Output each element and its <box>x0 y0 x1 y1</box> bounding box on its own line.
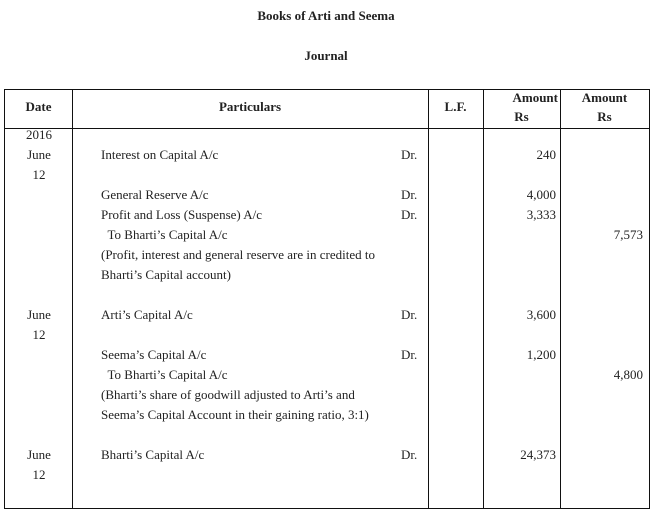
journal-line: Profit and Loss (Suspense) A/c Dr. 3,333 <box>5 205 651 225</box>
header-amount-2-unit: Rs <box>597 109 612 124</box>
journal-line: June Interest on Capital A/c Dr. 240 <box>5 145 651 165</box>
header-divider <box>5 128 649 129</box>
date-cell: June <box>27 447 51 462</box>
date-cell: 12 <box>32 167 46 182</box>
journal-line: 12 <box>5 325 651 345</box>
debit-amount: 240 <box>536 147 557 162</box>
header-particulars: Particulars <box>218 99 282 114</box>
document-title: Books of Arti and Seema <box>257 8 395 23</box>
journal-line: June Arti’s Capital A/c Dr. 3,600 <box>5 305 651 325</box>
journal-line <box>5 285 651 305</box>
header-lf: L.F. <box>444 99 467 114</box>
credit-amount: 4,800 <box>613 367 643 382</box>
journal-line: June Bharti’s Capital A/c Dr. 24,373 <box>5 445 651 465</box>
particulars-cell: (Profit, interest and general reserve ar… <box>101 247 375 262</box>
dr-marker: Dr. <box>401 307 418 322</box>
particulars-cell: To Bharti’s Capital A/c <box>101 227 228 242</box>
journal-line: 2016 <box>5 125 651 145</box>
particulars-cell: General Reserve A/c <box>101 187 209 202</box>
date-cell: 12 <box>32 327 46 342</box>
journal-line: 12 <box>5 165 651 185</box>
date-cell: June <box>27 307 51 322</box>
particulars-cell: To Bharti’s Capital A/c <box>101 367 228 382</box>
journal-line: To Bharti’s Capital A/c 4,800 <box>5 365 651 385</box>
dr-marker: Dr. <box>401 207 418 222</box>
debit-amount: 1,200 <box>526 347 556 362</box>
debit-amount: 3,333 <box>526 207 556 222</box>
column-divider <box>560 90 561 508</box>
journal-line: Seema’s Capital A/c Dr. 1,200 <box>5 345 651 365</box>
particulars-cell: Bharti’s Capital account) <box>101 267 231 282</box>
header-amount-2: Amount <box>581 90 628 105</box>
date-cell: 2016 <box>26 127 52 142</box>
particulars-cell: Seema’s Capital A/c <box>101 347 207 362</box>
column-divider <box>72 90 73 508</box>
dr-marker: Dr. <box>401 187 418 202</box>
particulars-cell: Seema’s Capital Account in their gaining… <box>101 407 369 422</box>
journal-table: Date Particulars L.F. Amount Rs Amount R… <box>4 89 650 509</box>
journal-line: To Bharti’s Capital A/c 7,573 <box>5 225 651 245</box>
journal-line: 12 <box>5 465 651 485</box>
header-amount-1-unit: Rs <box>514 109 529 124</box>
debit-amount: 4,000 <box>526 187 556 202</box>
journal-line: (Bharti’s share of goodwill adjusted to … <box>5 385 651 405</box>
credit-amount: 7,573 <box>613 227 643 242</box>
dr-marker: Dr. <box>401 147 418 162</box>
header-amount-1: Amount <box>512 90 558 105</box>
particulars-cell: Interest on Capital A/c <box>101 147 219 162</box>
date-cell: June <box>27 147 51 162</box>
particulars-cell: (Bharti’s share of goodwill adjusted to … <box>101 387 355 402</box>
column-divider <box>483 90 484 508</box>
particulars-cell: Bharti’s Capital A/c <box>101 447 205 462</box>
journal-line: (Profit, interest and general reserve ar… <box>5 245 651 265</box>
header-date: Date <box>25 99 52 114</box>
dr-marker: Dr. <box>401 447 418 462</box>
column-divider <box>428 90 429 508</box>
particulars-cell: Arti’s Capital A/c <box>101 307 193 322</box>
journal-line <box>5 425 651 445</box>
debit-amount: 24,373 <box>520 447 556 462</box>
debit-amount: 3,600 <box>526 307 556 322</box>
dr-marker: Dr. <box>401 347 418 362</box>
date-cell: 12 <box>32 467 46 482</box>
journal-title: Journal <box>304 48 348 63</box>
journal-line: Bharti’s Capital account) <box>5 265 651 285</box>
journal-line: General Reserve A/c Dr. 4,000 <box>5 185 651 205</box>
journal-line: Seema’s Capital Account in their gaining… <box>5 405 651 425</box>
particulars-cell: Profit and Loss (Suspense) A/c <box>101 207 263 222</box>
